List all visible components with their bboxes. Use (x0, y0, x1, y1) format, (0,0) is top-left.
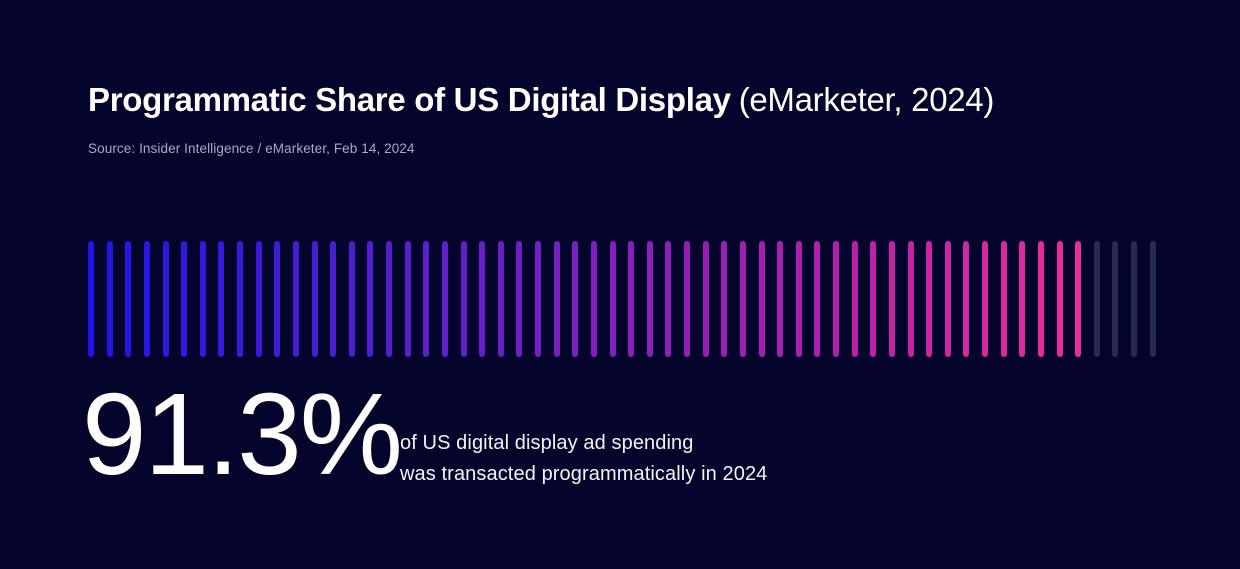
tally-bar-filled (795, 241, 802, 357)
tally-bar-filled (851, 241, 858, 357)
tally-bar-filled (553, 241, 560, 357)
tally-bar-filled (311, 241, 318, 357)
tally-bar-filled (833, 241, 839, 357)
tally-bar-filled (497, 241, 504, 357)
tally-bar-filled (516, 241, 523, 357)
tally-bar-filled (721, 241, 728, 357)
tally-bar-filled (199, 241, 206, 357)
tally-bar-unfilled (1093, 241, 1100, 357)
tally-bar-filled (106, 241, 113, 357)
tally-bar-filled (628, 241, 635, 357)
tally-bar-filled (237, 241, 243, 357)
tally-bar-filled (348, 241, 355, 357)
tally-bar-filled (1056, 241, 1063, 357)
tally-bar-filled (702, 241, 709, 357)
tally-bar-filled (292, 241, 299, 357)
tally-bar-filled (181, 241, 188, 357)
tally-bar-filled (386, 241, 392, 357)
tally-bar-filled (404, 241, 411, 357)
tally-bar-filled (870, 241, 877, 357)
page-title-main: Programmatic Share of US Digital Display (88, 81, 731, 118)
tally-bar-filled (330, 241, 337, 357)
tally-bar-filled (88, 241, 94, 357)
tally-bar-filled (535, 241, 541, 357)
page-title-annotation: (eMarketer, 2024) (738, 81, 995, 118)
tally-bar-filled (963, 241, 970, 357)
tally-bar-filled (441, 241, 448, 357)
stat-value: 91.3% (82, 369, 403, 499)
tally-bar-filled (777, 241, 784, 357)
tally-bar-unfilled (1112, 241, 1119, 357)
tally-bar-filled (367, 241, 374, 357)
tally-bar-filled (888, 241, 895, 357)
tally-bar-filled (125, 241, 132, 357)
tally-bar-chart (88, 241, 1156, 357)
tally-bar-filled (684, 241, 690, 357)
tally-bar-filled (1019, 241, 1026, 357)
tally-bar-unfilled (1149, 241, 1156, 357)
tally-bar-filled (162, 241, 169, 357)
stat-description: of US digital display ad spending was tr… (400, 428, 767, 490)
tally-bar-filled (944, 241, 951, 357)
tally-bar-filled (609, 241, 616, 357)
tally-bar-filled (1075, 241, 1082, 357)
tally-bar-filled (255, 241, 262, 357)
tally-bar-filled (274, 241, 281, 357)
tally-bar-filled (423, 241, 430, 357)
tally-bar-filled (982, 241, 988, 357)
tally-bar-filled (590, 241, 597, 357)
tally-bar-unfilled (1131, 241, 1137, 357)
stat-description-line2: was transacted programmatically in 2024 (400, 463, 768, 485)
tally-bar-filled (739, 241, 746, 357)
tally-bar-filled (926, 241, 933, 357)
stat-description-line1: of US digital display ad spending (400, 432, 694, 454)
tally-bar-filled (218, 241, 225, 357)
tally-bar-filled (1000, 241, 1007, 357)
tally-bar-filled (572, 241, 579, 357)
page-title: Programmatic Share of US Digital Display… (88, 81, 995, 118)
tally-bar-filled (460, 241, 467, 357)
tally-bar-filled (646, 241, 653, 357)
tally-bar-filled (907, 241, 914, 357)
tally-bar-filled (814, 241, 821, 357)
tally-bar-filled (1037, 241, 1044, 357)
source-attribution: Source: Insider Intelligence / eMarketer… (88, 141, 415, 156)
tally-bar-filled (479, 241, 486, 357)
tally-bar-filled (143, 241, 150, 357)
tally-bar-filled (665, 241, 672, 357)
tally-bar-filled (758, 241, 765, 357)
